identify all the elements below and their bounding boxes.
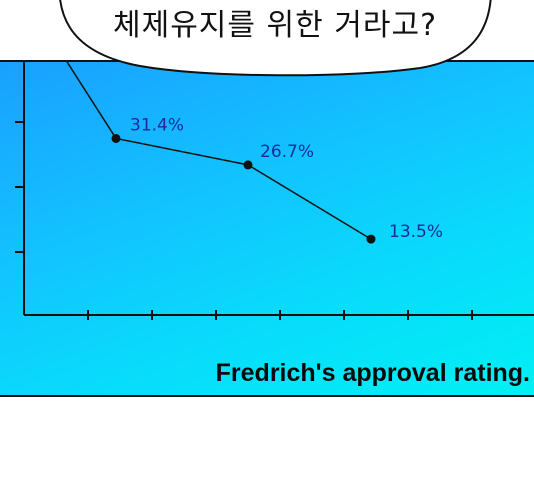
approval-series-line bbox=[66, 62, 372, 240]
data-point bbox=[366, 234, 376, 244]
speech-bubble: 체제유지를 위한 거라고? bbox=[50, 0, 500, 78]
approval-chart: 31.4% 26.7% 13.5% bbox=[15, 62, 534, 320]
data-label: 26.7% bbox=[260, 142, 314, 162]
data-point bbox=[243, 160, 253, 170]
data-label: 31.4% bbox=[130, 115, 184, 135]
data-point bbox=[111, 133, 121, 143]
chart-caption: Fredrich's approval rating. bbox=[215, 359, 530, 387]
data-label: 13.5% bbox=[389, 222, 443, 242]
speech-bubble-shape bbox=[59, 0, 492, 77]
chart-panel: 31.4% 26.7% 13.5% Fredrich's approval ra… bbox=[0, 60, 534, 397]
speech-bubble-text: 체제유지를 위한 거라고? bbox=[113, 8, 437, 43]
